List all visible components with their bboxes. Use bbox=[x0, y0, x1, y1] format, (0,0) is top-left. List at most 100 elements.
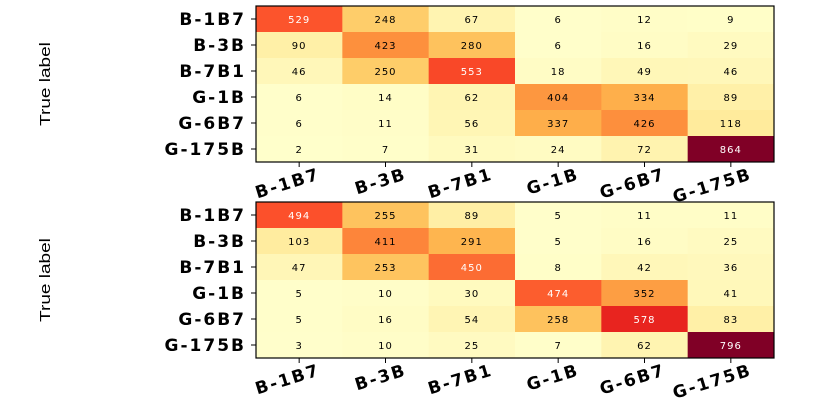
x-tick-label: G-175B bbox=[671, 165, 755, 208]
heatmap-cell bbox=[601, 254, 689, 281]
heatmap-cell bbox=[256, 306, 343, 333]
x-tick-label: B-1B7 bbox=[253, 361, 323, 400]
heatmap-cell bbox=[515, 228, 602, 255]
heatmap-cell bbox=[428, 228, 516, 255]
cell-value-label: 5 bbox=[295, 289, 302, 300]
cell-value-label: 864 bbox=[720, 145, 742, 156]
cell-value-label: 5 bbox=[554, 211, 561, 222]
heatmap-cell bbox=[428, 110, 516, 137]
y-tick-label: B-7B1 bbox=[179, 62, 246, 82]
cell-value-label: 25 bbox=[723, 237, 738, 248]
heatmap-cell bbox=[515, 136, 602, 163]
heatmap-cell bbox=[515, 280, 602, 307]
heatmap-cell bbox=[687, 84, 775, 111]
heatmap-cell bbox=[428, 58, 516, 85]
cell-value-label: 24 bbox=[551, 145, 566, 156]
cell-value-label: 6 bbox=[295, 119, 302, 130]
heatmap-cell bbox=[601, 280, 689, 307]
x-tick-label: B-3B bbox=[353, 165, 409, 200]
cell-value-label: 450 bbox=[461, 263, 483, 274]
cell-value-label: 553 bbox=[461, 67, 483, 78]
cell-value-label: 426 bbox=[633, 119, 655, 130]
cell-value-label: 83 bbox=[723, 315, 738, 326]
y-tick-label: G-6B7 bbox=[178, 310, 246, 330]
cell-value-label: 404 bbox=[547, 93, 569, 104]
cell-value-label: 6 bbox=[295, 93, 302, 104]
cell-value-label: 291 bbox=[461, 237, 483, 248]
cell-value-label: 578 bbox=[633, 315, 655, 326]
cell-value-label: 118 bbox=[720, 119, 742, 130]
cell-value-label: 6 bbox=[554, 41, 561, 52]
cell-value-label: 41 bbox=[723, 289, 738, 300]
heatmap-cell bbox=[515, 32, 602, 59]
x-tick-label: B-7B1 bbox=[426, 361, 496, 400]
heatmap-cell bbox=[687, 332, 775, 359]
heatmap-cell bbox=[515, 58, 602, 85]
heatmap-cell bbox=[515, 306, 602, 333]
cell-value-label: 258 bbox=[547, 315, 569, 326]
cell-value-label: 5 bbox=[295, 315, 302, 326]
heatmap-cell bbox=[687, 228, 775, 255]
cell-value-label: 72 bbox=[637, 145, 652, 156]
heatmap-cell bbox=[342, 228, 430, 255]
cell-value-label: 474 bbox=[547, 289, 569, 300]
heatmap-cell bbox=[342, 58, 430, 85]
cell-value-label: 255 bbox=[374, 211, 396, 222]
y-tick-label: B-1B7 bbox=[179, 206, 246, 226]
cell-value-label: 16 bbox=[637, 237, 652, 248]
cell-value-label: 29 bbox=[723, 41, 738, 52]
heatmap-cell bbox=[515, 84, 602, 111]
heatmap-cell bbox=[687, 254, 775, 281]
y-tick-label: G-175B bbox=[165, 140, 246, 160]
cell-value-label: 49 bbox=[637, 67, 652, 78]
heatmap-cell bbox=[428, 6, 516, 33]
x-tick-label: G-6B7 bbox=[597, 165, 668, 204]
cell-value-label: 3 bbox=[295, 341, 302, 352]
heatmap-cell bbox=[687, 280, 775, 307]
cell-value-label: 352 bbox=[633, 289, 655, 300]
cell-value-label: 7 bbox=[554, 341, 561, 352]
cell-value-label: 14 bbox=[378, 93, 393, 104]
heatmap-cell bbox=[256, 254, 343, 281]
cell-value-label: 5 bbox=[554, 237, 561, 248]
y-tick-label: B-7B1 bbox=[179, 258, 246, 278]
heatmap-cell bbox=[428, 84, 516, 111]
cell-value-label: 62 bbox=[464, 93, 479, 104]
heatmap-cell bbox=[428, 280, 516, 307]
heatmap-cell bbox=[256, 280, 343, 307]
y-tick-label: G-175B bbox=[165, 336, 246, 356]
heatmap-cell bbox=[428, 306, 516, 333]
x-tick-label: G-175B bbox=[671, 361, 755, 403]
cell-value-label: 9 bbox=[727, 15, 734, 26]
cell-value-label: 6 bbox=[554, 15, 561, 26]
heatmap-cell bbox=[515, 6, 602, 33]
cell-value-label: 423 bbox=[374, 41, 396, 52]
heatmap-cell bbox=[342, 202, 430, 229]
heatmap-cell bbox=[515, 202, 602, 229]
heatmap-cell bbox=[256, 58, 343, 85]
cell-value-label: 12 bbox=[637, 15, 652, 26]
heatmap-cell bbox=[601, 306, 689, 333]
plot-frame bbox=[255, 201, 775, 359]
x-tick-label: B-3B bbox=[353, 361, 409, 396]
x-tick-label: G-6B7 bbox=[597, 361, 668, 400]
heatmap-cell bbox=[342, 254, 430, 281]
heatmap-cell bbox=[687, 136, 775, 163]
cell-value-label: 411 bbox=[374, 237, 396, 248]
heatmap-cell bbox=[256, 228, 343, 255]
heatmap-cell bbox=[428, 32, 516, 59]
cell-value-label: 10 bbox=[378, 289, 393, 300]
heatmap-cell bbox=[256, 6, 343, 33]
heatmap-cell bbox=[601, 58, 689, 85]
cell-value-label: 25 bbox=[464, 341, 479, 352]
heatmap-cell bbox=[256, 84, 343, 111]
y-tick-label: B-1B7 bbox=[179, 10, 246, 30]
cell-value-label: 89 bbox=[464, 211, 479, 222]
y-tick-label: G-1B bbox=[192, 284, 246, 304]
heatmap-cell bbox=[601, 84, 689, 111]
heatmap-cell bbox=[428, 332, 516, 359]
cell-value-label: 89 bbox=[723, 93, 738, 104]
y-axis-label: True label bbox=[36, 42, 54, 126]
